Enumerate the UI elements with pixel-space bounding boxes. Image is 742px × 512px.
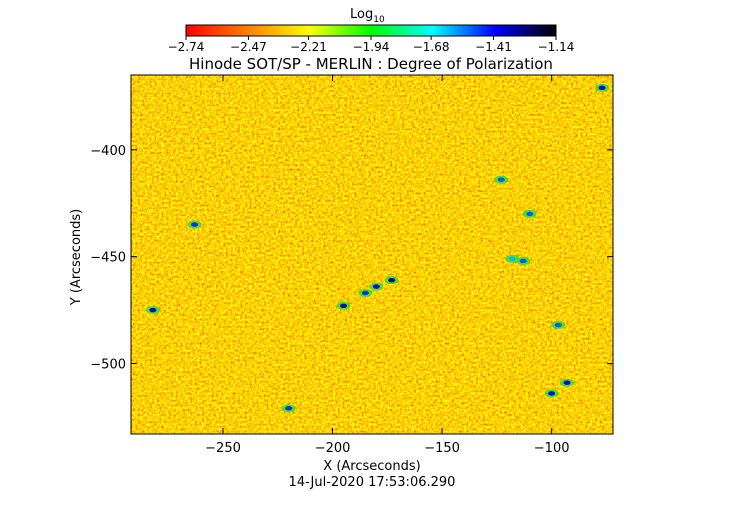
polarization-feature	[548, 391, 556, 396]
polarization-feature	[526, 211, 534, 217]
polarization-feature	[497, 177, 505, 182]
colorbar-tick-label: −1.14	[538, 40, 575, 54]
colorbar-tick-label: −2.74	[168, 40, 205, 54]
timestamp: 14-Jul-2020 17:53:06.290	[289, 475, 456, 490]
polarization-feature	[372, 284, 380, 289]
polarization-feature	[149, 307, 157, 313]
chart-title: Hinode SOT/SP - MERLIN : Degree of Polar…	[189, 55, 553, 73]
x-tick-label: −200	[315, 441, 351, 456]
plot-frame	[130, 74, 614, 435]
polarization-feature	[598, 85, 606, 91]
polarization-feature	[285, 406, 293, 411]
y-tick-label: −500	[90, 357, 126, 372]
y-axis-label: Y (Arcseconds)	[69, 209, 84, 306]
polarization-feature	[563, 380, 571, 385]
y-tick-label: −450	[90, 251, 126, 266]
polarization-feature	[554, 322, 562, 328]
x-tick-label: −250	[205, 441, 241, 456]
colorbar-tick-label: −2.47	[230, 40, 267, 54]
polarization-feature	[388, 277, 396, 283]
colorbar-ticks: −2.74 −2.47 −2.21 −1.94 −1.68 −1.41 −1.14	[168, 36, 575, 54]
colorbar	[185, 24, 557, 37]
colorbar-tick-label: −1.68	[413, 40, 450, 54]
polarization-feature	[340, 303, 348, 308]
polarization-feature	[361, 290, 369, 296]
colorbar-label: Log10	[350, 7, 385, 25]
x-tick-label: −100	[534, 441, 570, 456]
x-tick-label: −150	[424, 441, 460, 456]
colorbar-tick-label: −2.21	[290, 40, 327, 54]
polarization-feature	[508, 256, 516, 261]
y-tick-label: −400	[90, 144, 126, 159]
x-axis-label: X (Arcseconds)	[323, 459, 420, 474]
colorbar-tick-label: −1.41	[475, 40, 512, 54]
colorbar-tick-label: −1.94	[353, 40, 390, 54]
polarization-feature	[519, 258, 527, 264]
polarization-feature	[191, 222, 199, 227]
heatmap-image	[131, 75, 613, 434]
axis-ticks: −250 −200 −150 −100 −400 −450 −500	[90, 75, 613, 456]
